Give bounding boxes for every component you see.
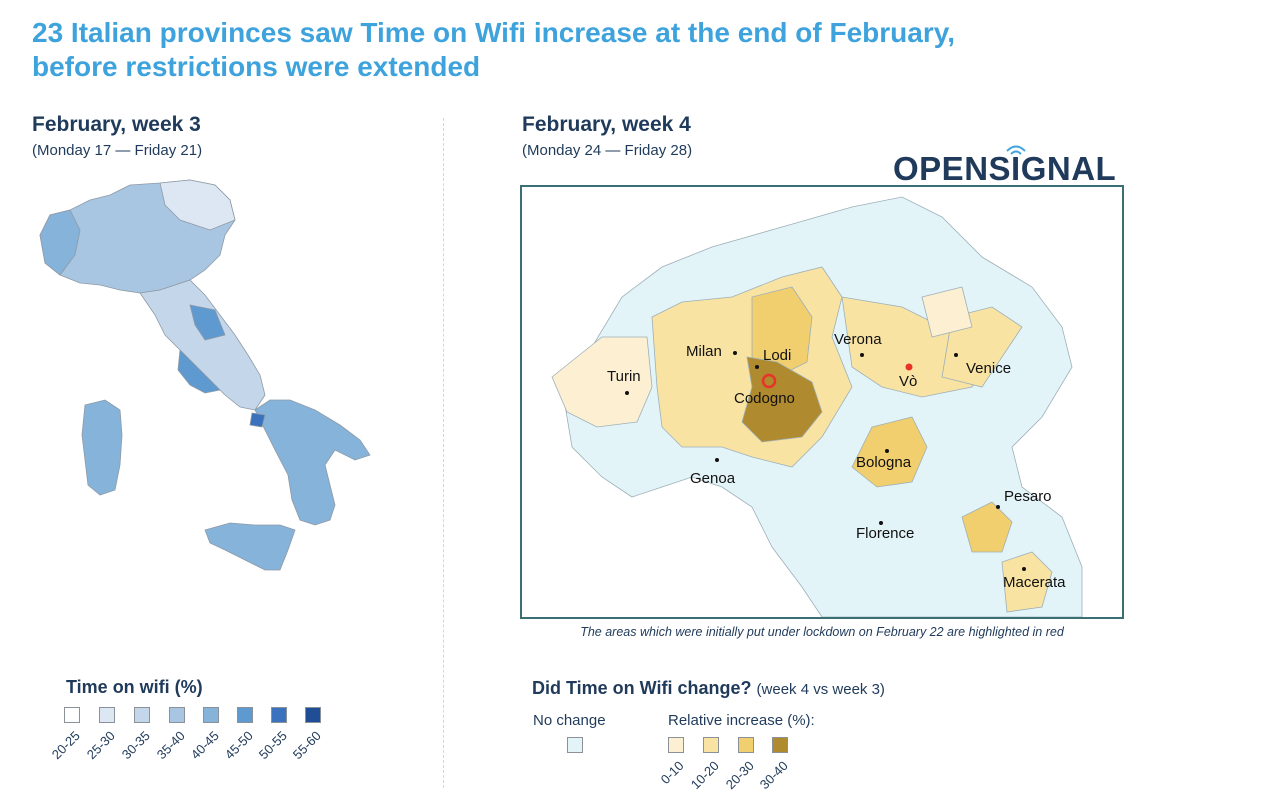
- italy-map: [39, 179, 371, 571]
- city-label-vo: Vò: [899, 373, 918, 390]
- rome-province: [177, 349, 221, 394]
- city-label-genoa: Genoa: [690, 470, 736, 487]
- genoa-dot: [715, 458, 719, 462]
- tick-50-55: 50-55: [255, 728, 290, 763]
- tick-45-50: 45-50: [221, 728, 256, 763]
- swatch-20-25: [64, 707, 80, 723]
- city-label-verona: Verona: [834, 331, 882, 348]
- pesaro-dot: [996, 505, 1000, 509]
- venice-dot: [954, 353, 958, 357]
- map-caption: The areas which were initially put under…: [580, 625, 1064, 639]
- tick-25-30: 25-30: [83, 728, 118, 763]
- tick-55-60: 55-60: [289, 728, 324, 763]
- marche-province: [189, 304, 226, 341]
- city-label-venice: Venice: [966, 360, 1012, 377]
- tick-40-45: 40-45: [187, 728, 222, 763]
- turin-dot: [625, 391, 629, 395]
- chart-title: 23 Italian provinces saw Time on Wifi in…: [32, 17, 955, 82]
- lockdown-vo: [905, 363, 913, 371]
- tick-30-35: 30-35: [118, 728, 153, 763]
- tick-20-25: 20-25: [48, 728, 83, 763]
- naples-province: [249, 412, 266, 428]
- city-label-lodi: Lodi: [763, 347, 792, 364]
- swatch-30-40: [772, 737, 788, 753]
- swatch-30-35: [134, 707, 150, 723]
- opensignal-logo: OPENSIGNAL: [893, 150, 1117, 187]
- bergamo-province: [751, 286, 813, 378]
- tick-35-40: 35-40: [153, 728, 188, 763]
- macerata-province: [1001, 551, 1053, 613]
- lodi-dot: [755, 365, 759, 369]
- right-panel-title: February, week 4: [522, 113, 691, 136]
- left-legend-title: Time on wifi (%): [66, 677, 203, 697]
- sicily: [204, 522, 296, 571]
- left-panel-title: February, week 3: [32, 113, 201, 136]
- swatch-25-30: [99, 707, 115, 723]
- city-label-macerata: Macerata: [1003, 574, 1066, 591]
- swatch-45-50: [237, 707, 253, 723]
- city-label-florence: Florence: [856, 525, 915, 542]
- right-panel-subtitle: (Monday 24 — Friday 28): [522, 142, 693, 159]
- tick-0-10: 0-10: [657, 758, 687, 788]
- sardinia: [81, 399, 123, 496]
- south-region: [254, 399, 371, 526]
- northern-italy-map: [520, 185, 1124, 619]
- right-legend-title: Did Time on Wifi change? (week 4 vs week…: [532, 678, 885, 698]
- north-west-province: [39, 209, 81, 276]
- left-panel-subtitle: (Monday 17 — Friday 21): [32, 142, 203, 159]
- panel-divider: [443, 118, 444, 788]
- swatch-55-60: [305, 707, 321, 723]
- lockdown-codogno: [761, 373, 777, 389]
- no-change-label: No change: [533, 712, 606, 729]
- verona-dot: [860, 353, 864, 357]
- city-label-milan: Milan: [686, 343, 722, 360]
- swatch-35-40: [169, 707, 185, 723]
- veneto-north: [921, 286, 973, 338]
- tick-10-20: 10-20: [687, 758, 722, 793]
- tick-20-30: 20-30: [722, 758, 757, 793]
- swatch-50-55: [271, 707, 287, 723]
- milan-dot: [733, 351, 737, 355]
- change-map-svg: [551, 196, 1083, 617]
- swatch-0-10: [668, 737, 684, 753]
- right-legend-note: (week 4 vs week 3): [756, 681, 885, 698]
- bologna-province: [851, 416, 928, 488]
- swatch-10-20: [703, 737, 719, 753]
- pesaro-province: [961, 501, 1013, 553]
- macerata-dot: [1022, 567, 1026, 571]
- turin-province: [551, 336, 653, 428]
- wifi-icon: [1006, 145, 1026, 155]
- swatch-20-30: [738, 737, 754, 753]
- city-label-codogno: Codogno: [734, 390, 795, 407]
- swatch-40-45: [203, 707, 219, 723]
- florence-dot: [879, 521, 883, 525]
- codogno-area: [741, 356, 823, 443]
- tick-30-40: 30-40: [756, 758, 791, 793]
- relative-increase-label: Relative increase (%):: [668, 712, 815, 729]
- swatch-no-change: [567, 737, 583, 753]
- north-east-province: [159, 179, 236, 231]
- city-label-pesaro: Pesaro: [1004, 488, 1052, 505]
- city-label-turin: Turin: [607, 368, 641, 385]
- city-label-bologna: Bologna: [856, 454, 912, 471]
- bologna-dot: [885, 449, 889, 453]
